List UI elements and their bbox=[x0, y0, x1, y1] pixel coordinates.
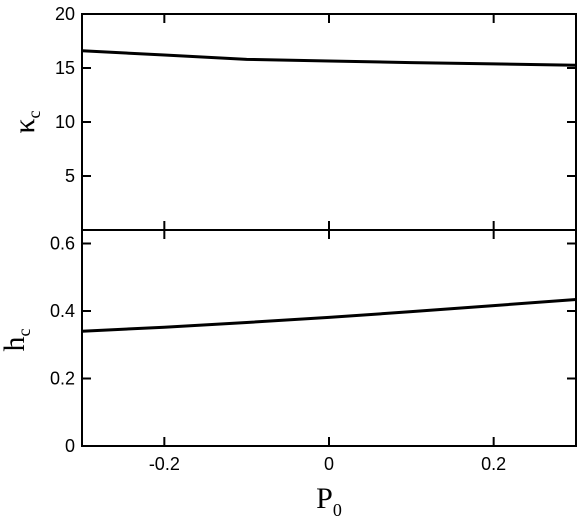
h-ytick-label: 0 bbox=[65, 436, 75, 456]
h-ytick-label: 0.6 bbox=[50, 234, 75, 254]
h-panel-frame bbox=[81, 229, 577, 447]
kappa-ytick-label: 5 bbox=[65, 166, 75, 186]
x-tick-label: 0 bbox=[324, 454, 334, 474]
kappa-panel: 5 10 15 20 κc bbox=[8, 4, 577, 231]
h-ytick-label: 0.2 bbox=[50, 369, 75, 389]
kappa-ytick-label: 20 bbox=[55, 4, 75, 24]
h-y-axis-label: hc bbox=[0, 329, 34, 352]
kappa-ytick-label: 15 bbox=[55, 58, 75, 78]
x-tick-label: -0.2 bbox=[149, 454, 180, 474]
kappa-series-line bbox=[81, 49, 577, 67]
kappa-ytick-label: 10 bbox=[55, 112, 75, 132]
h-ytick-label: 0.4 bbox=[50, 301, 75, 321]
h-series-line bbox=[81, 298, 577, 333]
kappa-y-axis-label: κc bbox=[8, 110, 44, 133]
x-tick-label: 0.2 bbox=[481, 454, 506, 474]
h-panel: 0 0.2 0.4 0.6 -0.2 0 0.2 hc P0 bbox=[0, 229, 577, 520]
kappa-panel-frame bbox=[81, 13, 577, 231]
x-axis-label: P0 bbox=[316, 482, 342, 520]
